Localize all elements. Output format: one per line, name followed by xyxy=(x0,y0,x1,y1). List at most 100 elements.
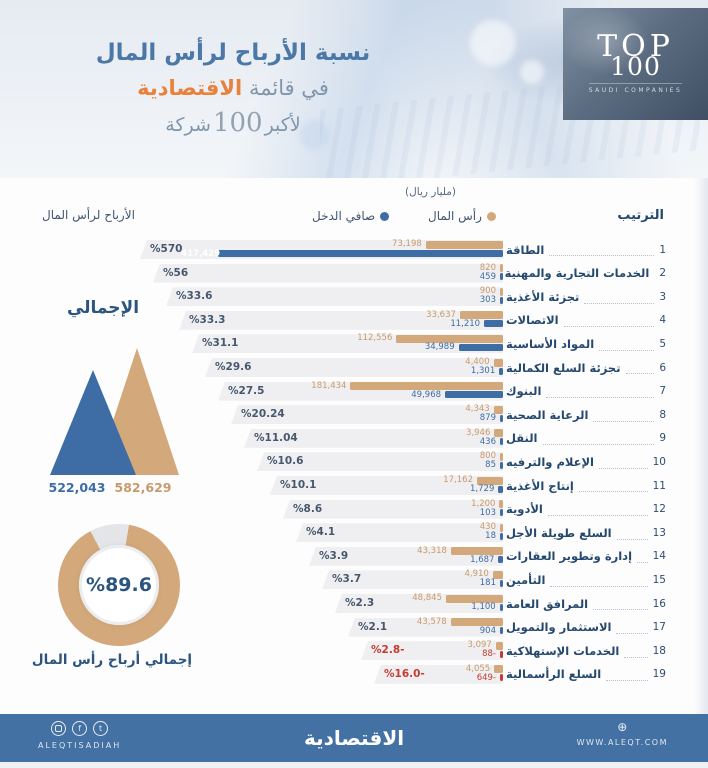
category-zone: 18 الخدمات الإستهلاكية xyxy=(506,639,666,662)
capital-value-label: 900 xyxy=(479,286,496,297)
social-icons: f t xyxy=(38,721,121,736)
category-zone: 11 إنتاج الأغذية xyxy=(506,474,666,497)
ratio-percent-label: %16.0- xyxy=(384,667,425,680)
top100-logo-word: TOP xyxy=(597,29,674,64)
net-income-value-label: 417,429 xyxy=(181,248,220,259)
category-label: إنتاج الأغذية xyxy=(506,478,574,493)
chart-row-13: %4.1 430 18 13 السلع طويلة الأجل xyxy=(0,521,708,544)
net-income-value-label: 1,100 xyxy=(471,602,496,612)
title-100-number: 100 xyxy=(212,108,264,138)
row-background-band xyxy=(179,310,503,330)
net-income-value-label: 11,210 xyxy=(450,318,481,329)
capital-value-label: 4,400 xyxy=(465,357,490,367)
title-line-2-prefix: في قائمة xyxy=(248,76,329,100)
dotted-leader-line xyxy=(637,549,648,564)
category-label: الخدمات التجارية والمهنية xyxy=(504,266,650,281)
rank-number: 12 xyxy=(652,503,666,516)
dotted-leader-line xyxy=(606,667,648,682)
net-total-value: 522,043 xyxy=(48,480,106,495)
category-label: الاتصالات xyxy=(506,313,559,328)
capital-value-label: 43,318 xyxy=(417,545,447,556)
net-income-value-label: 1,729 xyxy=(470,484,495,494)
capital-bar xyxy=(500,452,503,461)
category-zone: 1 الطاقة xyxy=(506,238,666,261)
bar-chart-rows: %570 73,198 417,429 1 الطاقة %56 820 459 2 الخدما… xyxy=(0,238,708,690)
rank-number: 6 xyxy=(659,361,666,374)
net-income-bar xyxy=(484,320,503,328)
category-zone: 3 تجزئة الأغذية xyxy=(506,285,666,308)
row-background-band xyxy=(205,358,503,377)
ratio-percent-label: %10.6 xyxy=(267,455,304,468)
dotted-leader-line xyxy=(584,290,655,304)
capital-bar xyxy=(492,570,503,579)
capital-bar xyxy=(494,665,503,674)
capital-bar xyxy=(494,429,503,438)
net-income-dot-icon xyxy=(380,211,390,221)
capital-bar xyxy=(495,641,503,650)
top100-logo-subtitle: SAUDI COMPANIES xyxy=(588,83,683,94)
chart-row-16: %2.3 48,845 1,100 16 المرافق العامة xyxy=(0,592,708,615)
ratio-percent-label: %10.1 xyxy=(280,479,317,491)
ratio-percent-label: %20.24 xyxy=(241,408,285,421)
bokeh-decoration xyxy=(520,60,544,84)
rank-number: 4 xyxy=(659,314,666,327)
net-income-value-label: 88- xyxy=(482,649,496,660)
net-income-bar xyxy=(500,509,503,517)
capital-value-label: 3,097 xyxy=(467,640,492,651)
capital-bar xyxy=(500,287,503,296)
brand-name: الاقتصادية xyxy=(137,76,243,100)
capital-bar xyxy=(499,500,503,509)
capital-bar xyxy=(493,358,503,367)
net-income-bar xyxy=(500,579,503,587)
net-income-value-label: 181 xyxy=(479,578,496,589)
capital-bar xyxy=(396,334,503,343)
category-label: البنوك xyxy=(506,384,542,399)
ratio-column-header: الأرباح لرأس المال xyxy=(42,208,135,222)
ratio-percent-label: %29.6 xyxy=(215,361,252,373)
page-title: نسبة الأرباح لرأس المال في قائمة الاقتصا… xyxy=(88,36,378,142)
category-label: السلع الرأسمالية xyxy=(506,667,602,682)
chart-row-3: %33.6 900 303 3 تجزئة الأغذية xyxy=(0,285,708,308)
row-background-band xyxy=(231,405,503,425)
footer-brand-logo: الاقتصادية xyxy=(303,726,405,750)
ratio-percent-label: %2.8- xyxy=(371,644,405,657)
capital-bar xyxy=(350,382,503,391)
ratio-percent-label: %570 xyxy=(150,243,183,255)
ratio-percent-label: %56 xyxy=(163,266,189,279)
category-zone: 7 البنوك xyxy=(506,380,666,403)
dotted-leader-line xyxy=(550,573,648,587)
category-label: الإعلام والترفيه xyxy=(506,454,594,469)
capital-bar xyxy=(445,594,503,603)
category-zone: 5 المواد الأساسية xyxy=(506,332,666,355)
chart-row-6: %29.6 4,400 1,301 6 تجزئة السلع الكمالية xyxy=(0,356,708,379)
net-income-value-label: 49,968 xyxy=(411,389,442,400)
ratio-percent-label: %3.7 xyxy=(332,573,362,586)
rank-number: 2 xyxy=(659,267,666,280)
right-edge-shadow xyxy=(694,178,708,714)
twitter-icon: t xyxy=(93,721,109,736)
category-label: الرعاية الصحية xyxy=(506,407,589,422)
capital-value-label: 4,055 xyxy=(465,663,491,674)
donut-hole: %89.6 xyxy=(79,545,159,625)
net-income-value-label: 303 xyxy=(479,295,496,306)
net-income-value-label: 34,989 xyxy=(424,342,455,353)
category-label: المرافق العامة xyxy=(506,596,589,611)
category-label: المواد الأساسية xyxy=(506,336,595,351)
category-zone: 10 الإعلام والترفيه xyxy=(506,450,666,473)
net-income-bar xyxy=(500,273,503,281)
dotted-leader-line xyxy=(578,479,648,493)
bokeh-decoration xyxy=(300,120,330,150)
category-zone: 8 الرعاية الصحية xyxy=(506,403,666,426)
capital-bar xyxy=(493,405,503,414)
ratio-percent-label: %2.3 xyxy=(345,597,375,609)
row-background-band xyxy=(361,641,503,661)
top100-logo-number: 100 xyxy=(610,52,661,81)
category-label: تجزئة السلع الكمالية xyxy=(506,360,621,375)
row-background-band xyxy=(244,428,503,448)
category-zone: 4 الاتصالات xyxy=(506,309,666,332)
net-income-bar xyxy=(500,414,503,422)
chart-row-17: %2.1 43,578 904 17 الاستثمار والتمويل xyxy=(0,616,708,639)
capital-bar xyxy=(425,240,503,249)
category-zone: 6 تجزئة السلع الكمالية xyxy=(506,356,666,379)
